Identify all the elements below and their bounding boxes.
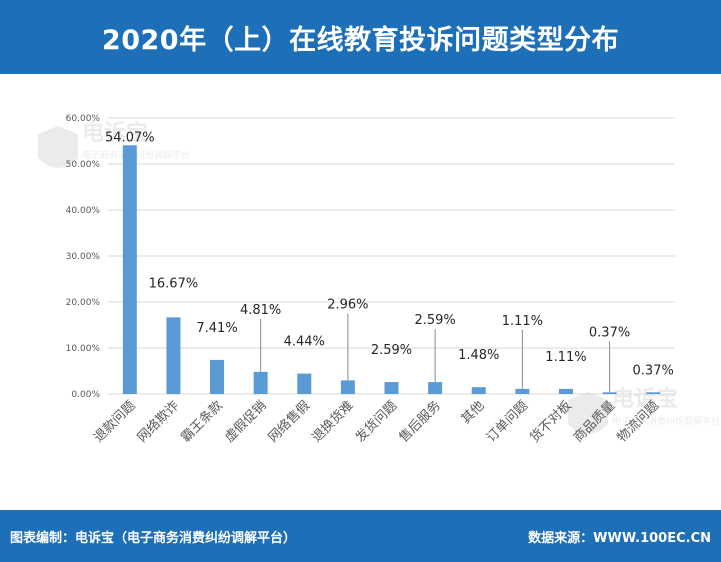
y-tick-label: 0.00% — [71, 390, 100, 400]
x-tick-label: 其他 — [459, 398, 488, 427]
bar — [297, 373, 312, 394]
bar — [166, 317, 181, 394]
x-tick-label: 霸王条款 — [178, 398, 226, 446]
data-label: 2.59% — [371, 343, 412, 358]
bar — [558, 388, 573, 394]
watermark-brand: 电诉宝 — [82, 120, 148, 146]
y-tick-label: 40.00% — [66, 206, 101, 216]
chart-area: 电诉宝 电子商务消费纠纷调解平台 电诉宝 电子商务消费纠纷调解平台 0.00% 1… — [0, 74, 721, 510]
footer-banner: 图表编制：电诉宝（电子商务消费纠纷调解平台） 数据来源：WWW.100EC.CN — [0, 510, 721, 562]
data-labels: 54.07% 16.67% 7.41%4.81% 4.44% 2.96% 2.59%2.5… — [105, 130, 674, 378]
x-tick-label: 退款问题 — [91, 398, 138, 445]
y-tick-label: 60.00% — [66, 114, 101, 124]
y-tick-label: 50.00% — [66, 160, 101, 170]
bar — [340, 380, 355, 394]
x-tick-label: 售后服务 — [396, 398, 444, 446]
y-tick-label: 20.00% — [66, 298, 101, 308]
header-banner: 2020年（上）在线教育投诉问题类型分布 — [0, 0, 721, 74]
label-leader-lines — [260, 313, 611, 393]
bar — [210, 359, 225, 394]
y-tick-label: 30.00% — [66, 252, 101, 262]
watermark-left: 电诉宝 电子商务消费纠纷调解平台 — [38, 120, 190, 168]
data-label: 2.59% — [414, 313, 455, 328]
bar — [471, 387, 486, 394]
x-tick-label: 网络欺诈 — [134, 398, 182, 446]
data-label: 0.37% — [633, 363, 674, 378]
data-label: 4.81% — [240, 303, 281, 318]
bars — [122, 145, 661, 394]
y-axis-ticks: 0.00% 10.00% 20.00% 30.00% 40.00% 50.00% 60.00… — [66, 114, 101, 400]
page-title: 2020年（上）在线教育投诉问题类型分布 — [101, 24, 620, 56]
x-tick-label: 虚假促销 — [222, 398, 269, 445]
data-label: 0.37% — [589, 325, 630, 340]
bar — [602, 392, 617, 394]
data-label: 1.11% — [502, 314, 543, 329]
watermark-right: 电诉宝 电子商务消费纠纷调解平台 — [568, 386, 720, 434]
shield-logo-icon — [568, 392, 608, 434]
watermark-subtitle: 电子商务消费纠纷调解平台 — [612, 415, 720, 427]
data-label: 1.48% — [458, 348, 499, 363]
bar — [384, 382, 399, 394]
x-tick-label: 货不对板 — [527, 398, 575, 446]
y-tick-label: 10.00% — [66, 344, 101, 354]
bar — [428, 382, 443, 394]
shield-logo-icon — [38, 126, 78, 168]
x-tick-label: 发货问题 — [352, 398, 400, 446]
watermark-brand: 电诉宝 — [612, 386, 678, 412]
data-label: 16.67% — [149, 276, 199, 291]
x-tick-label: 订单问题 — [484, 398, 531, 445]
bar — [646, 392, 661, 394]
bar — [253, 371, 268, 394]
footer-credit: 图表编制：电诉宝（电子商务消费纠纷调解平台） — [10, 531, 297, 546]
bar — [122, 145, 137, 394]
x-tick-label: 退换货难 — [309, 398, 357, 446]
data-label: 54.07% — [105, 130, 155, 145]
data-label: 4.44% — [284, 335, 325, 350]
footer-source: 数据来源：WWW.100EC.CN — [528, 531, 711, 546]
bar-chart: 电诉宝 电子商务消费纠纷调解平台 电诉宝 电子商务消费纠纷调解平台 0.00% 1… — [38, 114, 720, 446]
data-label: 2.96% — [327, 297, 368, 312]
data-label: 7.41% — [196, 321, 237, 336]
data-label: 1.11% — [545, 350, 586, 365]
bar — [515, 388, 530, 394]
x-tick-label: 网络售假 — [265, 398, 313, 446]
